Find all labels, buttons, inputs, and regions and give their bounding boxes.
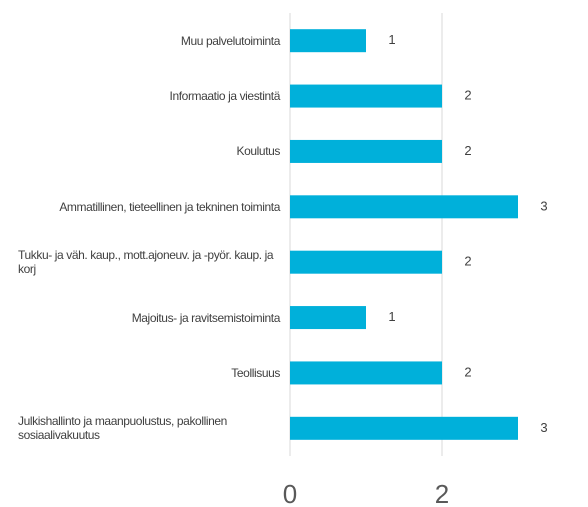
y-tick-label: Muu palvelutoiminta <box>10 33 281 48</box>
category-text: Informaatio ja viestintä <box>169 89 281 104</box>
y-tick-label: Informaatio ja viestintä <box>10 89 281 104</box>
y-tick-label: Teollisuus <box>10 366 280 380</box>
bar <box>290 84 442 108</box>
bar <box>290 195 518 219</box>
value-label: 1 <box>388 309 395 324</box>
category-text: Tukku- ja väh. kaup., mott.ajoneuv. ja -… <box>18 248 274 277</box>
y-tick-label: Majoitus- ja ravitsemistoiminta <box>10 310 281 325</box>
category-text: Teollisuus <box>231 365 280 380</box>
value-label: 1 <box>388 32 395 47</box>
value-label: 3 <box>540 420 547 435</box>
value-label: 2 <box>464 364 471 379</box>
y-tick-label: Ammatillinen, tieteellinen ja tekninen t… <box>10 200 280 214</box>
bar <box>290 139 442 163</box>
value-label: 2 <box>464 88 471 103</box>
value-label: 3 <box>540 198 547 213</box>
category-text: Ammatillinen, tieteellinen ja tekninen t… <box>59 199 280 214</box>
y-tick-label: Tukku- ja väh. kaup., mott.ajoneuv. ja -… <box>10 248 280 276</box>
category-text: Koulutus <box>236 144 281 159</box>
bar <box>290 306 366 330</box>
value-label: 2 <box>464 143 471 158</box>
bar <box>290 29 366 53</box>
bar <box>290 361 442 385</box>
y-tick-label: Koulutus <box>10 144 281 159</box>
bar <box>290 250 442 274</box>
y-tick-label: Julkishallinto ja maanpuolustus, pakolli… <box>10 414 280 442</box>
category-text: Muu palvelutoiminta <box>180 33 281 48</box>
category-text: Majoitus- ja ravitsemistoiminta <box>131 310 281 325</box>
value-label: 2 <box>464 254 471 269</box>
category-text: Julkishallinto ja maanpuolustus, pakolli… <box>18 414 227 443</box>
x-tick-label: 0 <box>283 479 297 507</box>
bar <box>290 416 518 440</box>
x-tick-label: 2 <box>435 479 449 507</box>
